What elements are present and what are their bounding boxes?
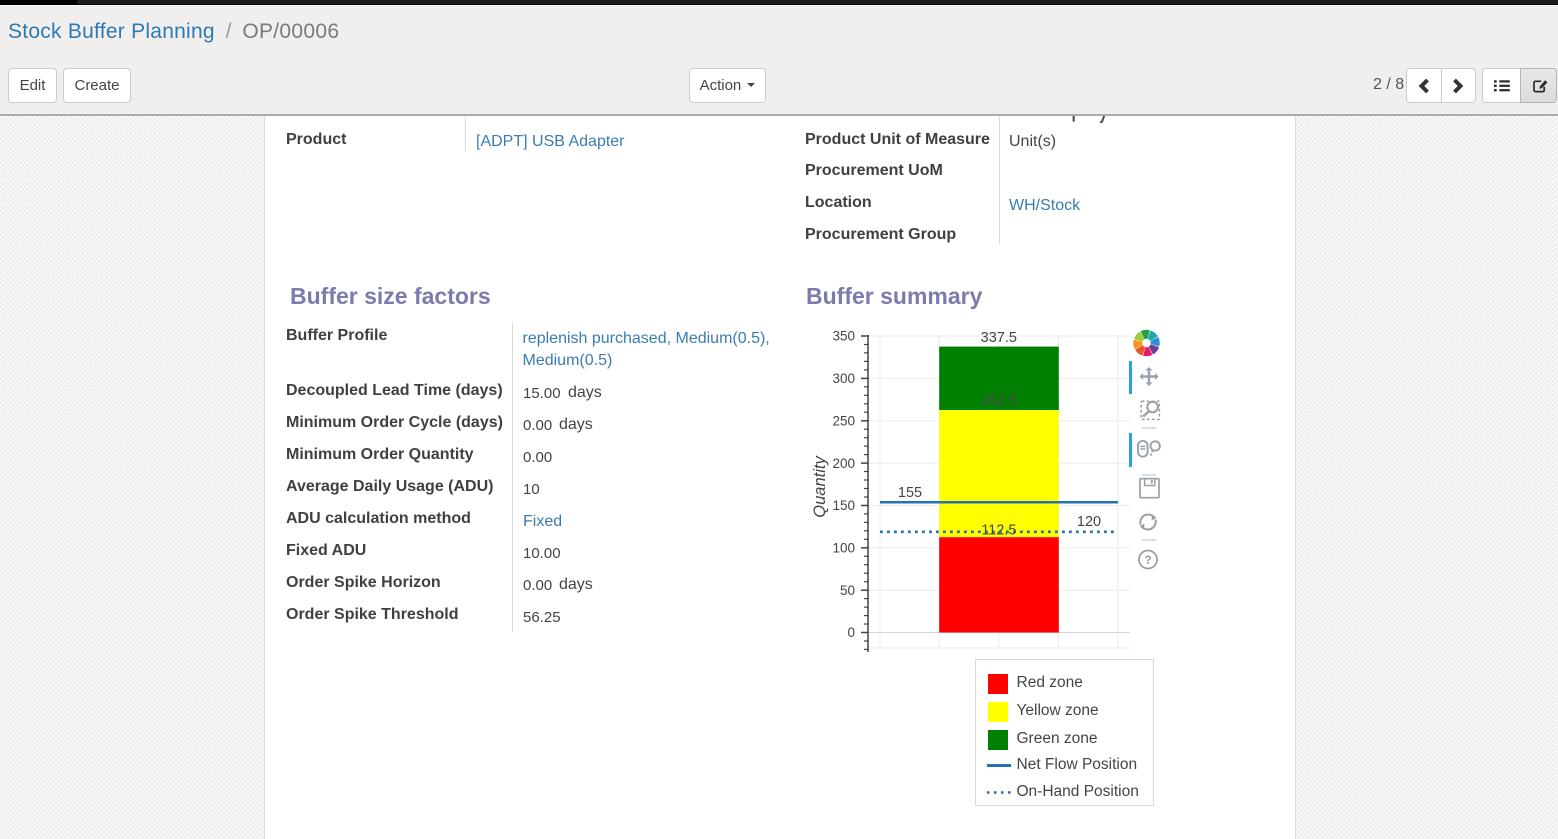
svg-text:150: 150	[832, 498, 855, 513]
svg-text:Quantity: Quantity	[811, 455, 829, 518]
svg-text:350: 350	[832, 329, 855, 344]
svg-text:155: 155	[898, 485, 922, 501]
svg-text:?: ?	[1144, 553, 1151, 567]
svg-text:100: 100	[832, 541, 855, 556]
svg-text:0: 0	[847, 625, 855, 640]
svg-text:250: 250	[832, 414, 855, 429]
svg-text:50: 50	[840, 583, 855, 598]
svg-text:200: 200	[832, 456, 855, 471]
svg-text:262.5: 262.5	[981, 393, 1017, 409]
svg-text:112.5: 112.5	[981, 523, 1016, 539]
svg-text:300: 300	[832, 371, 855, 386]
svg-text:337.5: 337.5	[981, 330, 1017, 346]
svg-text:120: 120	[1077, 514, 1101, 530]
